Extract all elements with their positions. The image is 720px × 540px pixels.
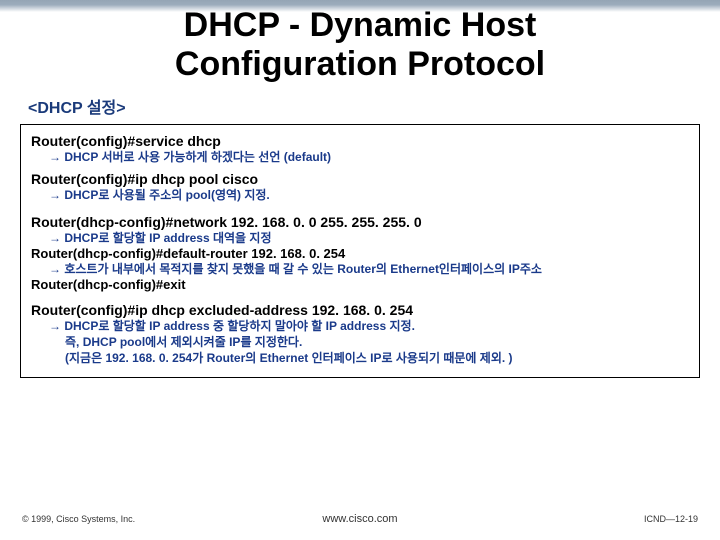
desc-excluded-2: 즉, DHCP pool에서 제외시켜줄 IP를 지정한다. [65, 334, 691, 350]
footer-url: www.cisco.com [322, 513, 397, 525]
desc-network: → DHCP로 할당할 IP address 대역을 지정 [49, 230, 691, 246]
cmd-service-dhcp: Router(config)#service dhcp [31, 133, 691, 149]
desc-default-router: → 호스트가 내부에서 목적지를 찾지 못했을 때 갈 수 있는 Router의… [49, 261, 691, 277]
desc-service-dhcp: → DHCP 서버로 사용 가능하게 하겠다는 선언 (default) [49, 149, 691, 165]
header-gradient [0, 0, 720, 12]
cmd-network: Router(dhcp-config)#network 192. 168. 0.… [31, 214, 691, 230]
page-title: DHCP - Dynamic Host Configuration Protoc… [0, 0, 720, 84]
cmd-excluded-address: Router(config)#ip dhcp excluded-address … [31, 302, 691, 318]
desc-excluded-1: → DHCP로 할당할 IP address 중 할당하지 말아야 할 IP a… [49, 318, 691, 334]
section-label: <DHCP 설정> [28, 94, 720, 118]
cmd-exit: Router(dhcp-config)#exit [31, 277, 691, 292]
cmd-ip-dhcp-pool: Router(config)#ip dhcp pool cisco [31, 171, 691, 187]
config-box: Router(config)#service dhcp → DHCP 서버로 사… [20, 124, 700, 377]
cmd-default-router: Router(dhcp-config)#default-router 192. … [31, 246, 691, 261]
title-line-2: Configuration Protocol [175, 45, 545, 83]
footer-pageref: ICND—12-19 [644, 514, 698, 524]
footer-copyright: © 1999, Cisco Systems, Inc. [22, 514, 135, 524]
desc-ip-dhcp-pool: → DHCP로 사용될 주소의 pool(영역) 지정. [49, 187, 691, 203]
desc-excluded-3: (지금은 192. 168. 0. 254가 Router의 Ethernet … [65, 350, 691, 366]
footer: © 1999, Cisco Systems, Inc. www.cisco.co… [0, 514, 720, 524]
